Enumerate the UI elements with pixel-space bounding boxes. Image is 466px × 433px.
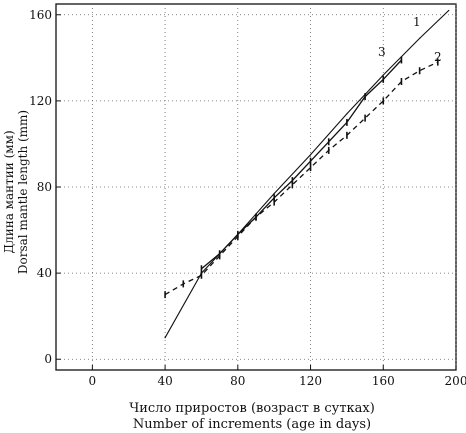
y-tick-label: 40 xyxy=(37,266,52,280)
x-tick-label: 120 xyxy=(299,374,322,388)
y-tick-label: 80 xyxy=(37,180,52,194)
data-point xyxy=(448,9,450,12)
data-point xyxy=(164,337,166,339)
series-2 xyxy=(164,58,439,299)
data-point xyxy=(346,113,348,115)
x-tick-label: 200 xyxy=(445,374,466,388)
data-point xyxy=(382,74,384,76)
x-tick-label: 40 xyxy=(157,374,172,388)
series-line-1 xyxy=(164,10,450,338)
y-tick-label: 120 xyxy=(29,94,52,108)
series-group xyxy=(164,9,450,339)
series-label-2: 2 xyxy=(434,50,442,64)
x-axis-title-en: Number of increments (age in days) xyxy=(133,417,371,432)
series-line-2 xyxy=(164,61,439,296)
series-3 xyxy=(200,56,403,273)
series-label-3: 3 xyxy=(378,45,386,59)
y-axis-title-en: Dorsal mantle length (mm) xyxy=(16,110,30,274)
x-tick-label: 80 xyxy=(230,374,245,388)
series-line-3 xyxy=(201,59,402,270)
x-tick-label: 160 xyxy=(372,374,395,388)
data-point xyxy=(419,37,421,40)
data-point xyxy=(273,192,275,195)
series-1 xyxy=(164,9,450,339)
series-label-1: 1 xyxy=(413,15,421,29)
tick-labels: 0 40 80 120 160 200 0 40 80 120 160 xyxy=(29,8,466,388)
grid xyxy=(56,4,457,370)
y-axis-title-ru: Длина мантии (мм) xyxy=(2,130,16,253)
y-tick-label: 0 xyxy=(44,352,52,366)
x-axis-title-ru: Число приростов (возраст в сутках) xyxy=(129,401,375,416)
y-tick-label: 160 xyxy=(29,8,52,22)
x-tick-label: 0 xyxy=(89,374,97,388)
data-point xyxy=(309,154,312,156)
